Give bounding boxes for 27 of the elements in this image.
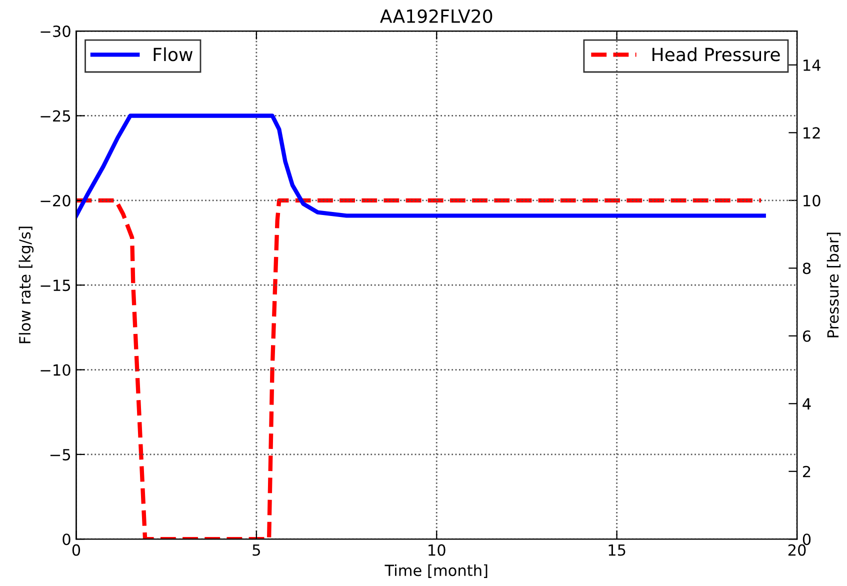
y-tick-label: −5 [50,449,70,460]
y2-tick-label: 6 [802,330,811,342]
x-tick-label: 10 [428,544,446,556]
y-tick-label: −10 [40,364,70,376]
y2-tick-label: 0 [802,534,811,546]
y-tick-label: −15 [40,280,70,292]
y-tick-label: −30 [40,26,70,38]
y-axis-title: Flow rate [kg/s] [18,226,34,344]
y2-tick-label: 2 [803,466,810,478]
y-tick-label: −20 [40,194,70,206]
y2-tick-label: 12 [804,127,820,138]
x-axis-title: Time [month] [384,564,488,578]
y-tick-label: 0 [62,534,70,546]
legend-label: Flow [154,47,193,62]
x-tick-label: 0 [72,544,80,556]
y-tick-label: −25 [40,110,70,122]
x-tick-label: 5 [252,544,260,556]
y2-axis-title: Pressure [bar] [826,232,841,338]
line-series [76,114,766,218]
y2-tick-label: 14 [804,60,820,71]
y2-tick-label: 4 [802,398,811,410]
x-tick-label: 15 [608,544,626,556]
chart-title: AA192FLV20 [380,9,492,23]
y2-tick-label: 10 [804,194,820,206]
legend-label: Head Pressure [652,47,780,62]
x-tick-label: 20 [788,544,806,556]
y2-tick-label: 8 [802,262,811,274]
